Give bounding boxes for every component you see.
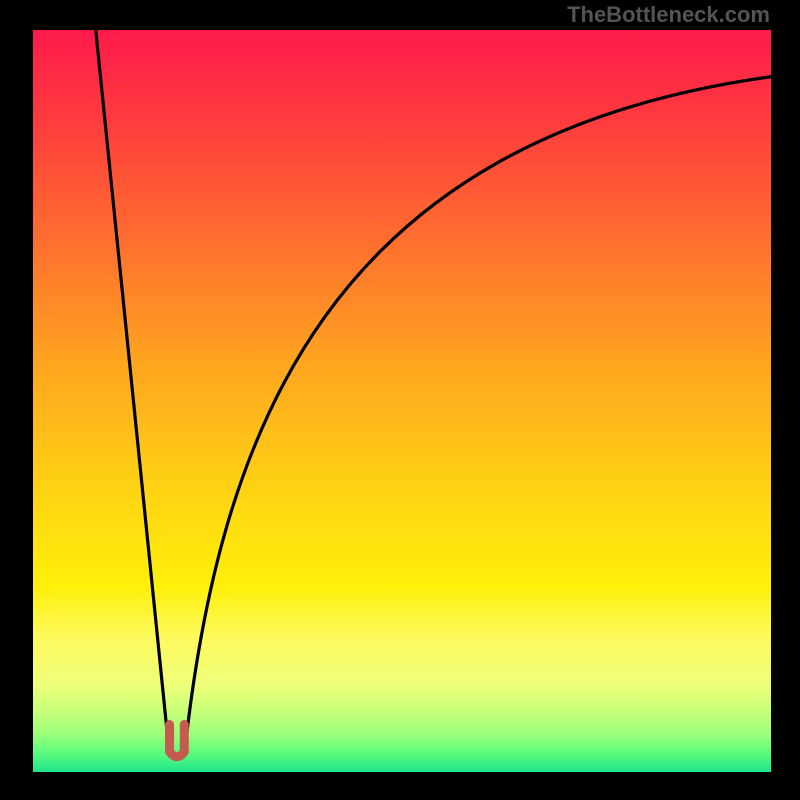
chart-stage: TheBottleneck.com	[0, 0, 800, 800]
bottleneck-chart	[0, 0, 800, 800]
gradient-plot-area	[33, 30, 771, 772]
watermark-text: TheBottleneck.com	[567, 2, 770, 28]
